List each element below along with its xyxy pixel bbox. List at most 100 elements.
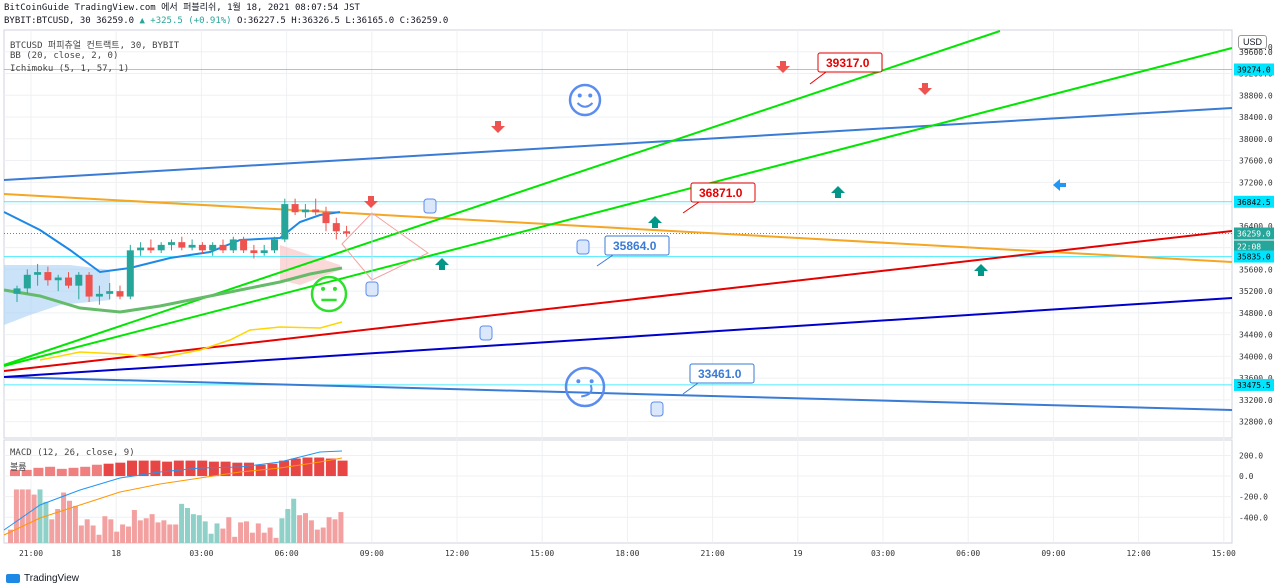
smiley-neutral-icon-eye: [321, 286, 326, 291]
time-tick-label: 09:00: [360, 549, 384, 558]
macd-histogram-bar: [202, 521, 208, 543]
macd-histogram-bar: [137, 520, 143, 543]
volume-bar: [10, 469, 20, 477]
smiley-happy-icon: [568, 83, 602, 117]
up-arrow-icon: [974, 264, 988, 276]
time-tick-label: 06:00: [275, 549, 299, 558]
volume-bar: [91, 464, 102, 477]
volume-bar: [220, 461, 231, 477]
price-badge: [1234, 63, 1274, 76]
footer-brand: TradingView: [24, 573, 80, 584]
macd-histogram-bar: [114, 531, 120, 543]
macd-tick-label: 0.0: [1239, 472, 1254, 481]
candle-body: [322, 212, 330, 224]
macd-histogram-bar: [226, 517, 232, 543]
time-tick-label: 19: [793, 549, 803, 558]
callout-pointer: [682, 201, 700, 214]
callout-box: [604, 235, 670, 256]
price-tick-label: 34000.0: [1239, 352, 1273, 361]
legend-volume: 볼륨: [10, 463, 27, 473]
volume-bar: [103, 463, 114, 477]
macd-histogram-bar: [31, 494, 37, 543]
smiley-sleepy-icon-eye: [576, 379, 581, 384]
time-tick-label: 21:00: [19, 549, 43, 558]
macd-histogram-bar: [102, 516, 108, 543]
price-badge-label: 35835.0: [1237, 253, 1271, 262]
macd-histogram-bar: [67, 500, 72, 543]
price-tick-label: 37600.0: [1239, 157, 1273, 166]
candle-body: [178, 242, 186, 248]
volume-bar: [325, 458, 336, 477]
macd-histogram-bar: [232, 536, 238, 543]
macd-histogram-bar: [120, 524, 126, 543]
currency-button[interactable]: USD: [1238, 35, 1268, 49]
smiley-happy-icon-circle: [568, 83, 602, 117]
candle-body: [65, 277, 72, 286]
macd-histogram-bar: [249, 532, 255, 543]
macd-histogram-bar: [297, 515, 303, 543]
candle-body: [188, 244, 196, 248]
smiley-neutral-icon-circle: [310, 275, 348, 313]
candle-body: [271, 239, 278, 251]
volume-bar: [302, 457, 313, 477]
volume-bar: [173, 460, 184, 477]
volume-bar: [56, 468, 67, 477]
smiley-sleepy-icon-circle: [564, 366, 606, 408]
time-tick-label: 15:00: [530, 549, 554, 558]
price-tick-label: 33600.0: [1239, 374, 1273, 383]
footer: TradingView: [6, 573, 79, 584]
macd-histogram-bar: [90, 525, 96, 543]
green-channel-lower-line: [3, 47, 1233, 367]
macd-histogram-bar: [291, 498, 297, 543]
callout-label: 33461.0: [698, 367, 742, 381]
candle-body: [126, 250, 134, 297]
volume-bar: [150, 460, 161, 477]
macd-histogram-bar: [208, 533, 214, 543]
price-badge: [1234, 240, 1274, 253]
volume-bar: [232, 462, 243, 477]
candle-body: [106, 291, 114, 294]
price-tick-label: 34400.0: [1239, 331, 1273, 340]
candle-body: [116, 291, 124, 297]
macd-histogram-bar: [49, 519, 55, 543]
candle-body: [260, 250, 268, 254]
volume-bar: [314, 457, 325, 477]
candle-body: [198, 244, 206, 251]
candle-body: [85, 274, 93, 297]
candle-body: [23, 274, 31, 289]
down-arrow-icon: [776, 61, 790, 73]
legend-macd: MACD (12, 26, close, 9): [10, 448, 135, 458]
time-tick-label: 12:00: [445, 549, 469, 558]
projection-shape: [341, 212, 429, 281]
macd-histogram-bar: [220, 528, 226, 543]
volume-bar: [138, 460, 149, 477]
price-tick-label: 38800.0: [1239, 91, 1273, 100]
header-symbol: BYBIT:BTCUSD, 30 36259.0: [4, 16, 135, 26]
price-tick-label: 34800.0: [1239, 309, 1273, 318]
macd-histogram-bar: [314, 529, 320, 543]
tradingview-logo-icon: [6, 574, 20, 583]
callout-pointer: [682, 382, 699, 395]
macd-histogram-bar: [273, 537, 279, 543]
macd-histogram-bar: [37, 489, 43, 543]
up-arrow-icon: [435, 258, 449, 270]
macd-histogram-bar: [84, 519, 90, 543]
candle-body: [147, 247, 155, 251]
macd-histogram-bar: [214, 523, 220, 543]
macd-signal-line: [3, 457, 343, 536]
macd-histogram-bar: [155, 522, 161, 543]
price-tick-label: 32800.0: [1239, 418, 1273, 427]
time-tick-label: 15:00: [1212, 549, 1236, 558]
macd-histogram-bar: [161, 520, 167, 543]
macd-histogram-bar: [244, 521, 249, 543]
candle-body: [312, 209, 320, 213]
macd-histogram-bar: [78, 525, 84, 543]
callout-pointer: [809, 71, 827, 85]
macd-histogram-bar: [8, 529, 13, 543]
ichimoku-cloud-red: [280, 245, 340, 285]
candle-body: [95, 293, 103, 297]
candle-body: [75, 274, 83, 286]
pointing-hand-icon: [423, 198, 437, 214]
orange-trend-line: [3, 193, 1233, 263]
